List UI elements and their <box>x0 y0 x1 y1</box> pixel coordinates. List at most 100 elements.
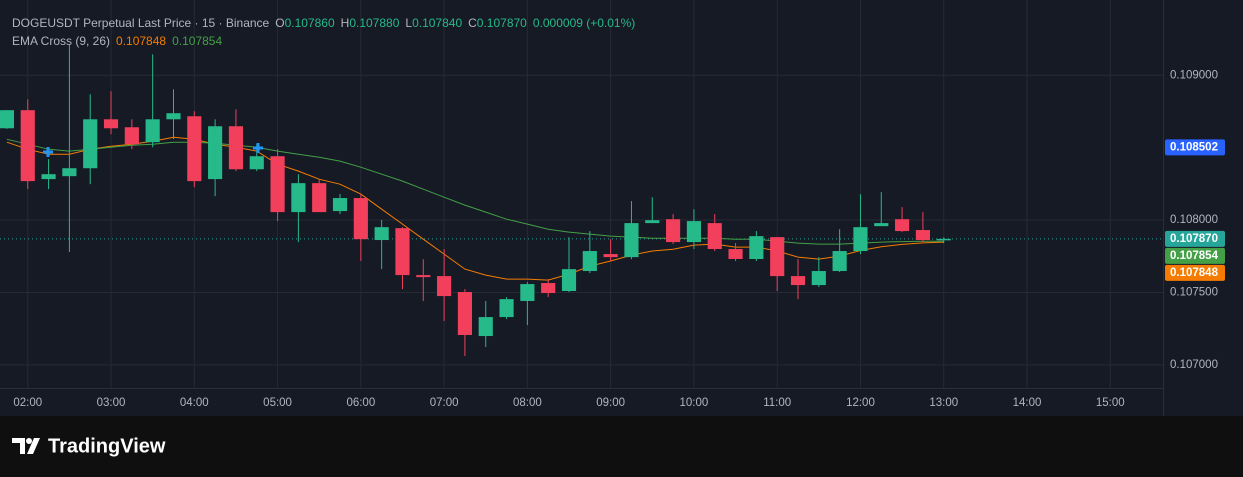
cross-marker <box>43 147 53 157</box>
ohlc-value: 0.107840 <box>412 16 462 30</box>
y-tick-label: 0.107500 <box>1170 286 1218 298</box>
logo-part <box>27 438 40 454</box>
price-tag: 0.107854 <box>1170 250 1219 262</box>
candle-body <box>353 198 368 240</box>
candle-body <box>624 223 639 258</box>
candle-body <box>145 119 160 143</box>
candle-body <box>291 183 306 213</box>
ohlc-value: 0.107860 <box>285 16 335 30</box>
candle-body <box>686 221 701 243</box>
candle-body <box>395 228 410 276</box>
candle-body <box>915 230 930 241</box>
candle-body <box>166 113 181 120</box>
ema-line <box>6 136 944 281</box>
logo-part <box>12 438 25 454</box>
y-tick-label: 0.108000 <box>1170 214 1218 226</box>
x-tick-label: 15:00 <box>1096 397 1125 409</box>
candle-body <box>499 299 514 318</box>
y-tick-label: 0.109000 <box>1170 69 1218 81</box>
candle-body <box>520 284 535 301</box>
crosshair-tag: 0.108502 <box>1170 141 1218 153</box>
candle-body <box>62 168 77 177</box>
candle-body <box>603 254 618 258</box>
indicator-value: 0.107854 <box>172 34 222 48</box>
legend-main: DOGEUSDT Perpetual Last Price · 15 · Bin… <box>12 16 635 30</box>
x-tick-label: 05:00 <box>263 397 292 409</box>
brand-logo <box>12 438 40 454</box>
candle-body <box>936 238 951 241</box>
candle-body <box>749 236 764 260</box>
candle-body <box>270 156 285 213</box>
candle-body <box>41 174 56 180</box>
ohlc-value: 0.107870 <box>477 16 527 30</box>
x-tick-label: 14:00 <box>1013 397 1042 409</box>
x-tick-label: 07:00 <box>430 397 459 409</box>
price-tag-box <box>1165 247 1225 264</box>
candle-body <box>457 292 473 336</box>
candle-body <box>249 156 264 170</box>
footer-background <box>0 416 1243 477</box>
candle-body <box>83 119 98 169</box>
x-tick-label: 03:00 <box>97 397 126 409</box>
plot <box>0 44 1163 357</box>
change-value: 0.000009 (+0.01%) <box>533 16 635 30</box>
candle-body <box>208 126 223 180</box>
candle-body <box>874 223 889 227</box>
candle-body <box>790 276 806 286</box>
candle-body <box>895 219 910 232</box>
x-tick-label: 06:00 <box>346 397 375 409</box>
candle-body <box>478 317 493 337</box>
candle-body <box>0 110 15 129</box>
candle-body <box>20 110 35 182</box>
indicator-name: EMA Cross (9, 26) <box>12 34 110 48</box>
candle-body <box>437 276 452 297</box>
candle-body <box>853 227 868 252</box>
ohlc-key: C <box>468 16 477 30</box>
symbol-title: DOGEUSDT Perpetual Last Price · 15 · Bin… <box>12 16 270 30</box>
x-tick-label: 13:00 <box>929 397 958 409</box>
logo-part <box>26 438 32 444</box>
ema-line <box>6 138 944 245</box>
candle-body <box>770 237 785 277</box>
ohlc-value: 0.107880 <box>349 16 399 30</box>
candle-body <box>666 219 681 243</box>
indicator-value: 0.107848 <box>116 34 166 48</box>
y-tick-label: 0.107000 <box>1170 359 1218 371</box>
x-tick-label: 11:00 <box>763 397 791 409</box>
brand-name: TradingView <box>48 435 166 457</box>
x-tick-label: 09:00 <box>596 397 625 409</box>
ohlc-key: L <box>405 16 412 30</box>
cross-marker <box>253 143 263 153</box>
x-tick-label: 12:00 <box>846 397 875 409</box>
candle-body <box>332 198 348 212</box>
x-tick-label: 02:00 <box>13 397 42 409</box>
candle-body <box>541 283 556 294</box>
candle-body <box>374 227 389 241</box>
axes: 0.107000 0.107500 0.108000 0.109000 02:00 03:… <box>13 69 1225 409</box>
candle-body <box>124 127 139 145</box>
candle-body <box>103 119 119 129</box>
candle-body <box>645 220 660 224</box>
price-tag: 0.107848 <box>1170 267 1219 279</box>
candle-body <box>707 223 722 250</box>
candle-body <box>728 249 743 260</box>
candle-body <box>582 251 597 272</box>
x-tick-label: 04:00 <box>180 397 209 409</box>
grid <box>0 0 1163 388</box>
candle-body <box>187 116 202 182</box>
ohlc-key: O <box>275 16 284 30</box>
price-tag-box <box>1165 230 1225 247</box>
chart-background <box>0 0 1243 416</box>
candle-body <box>312 183 327 213</box>
x-tick-label: 08:00 <box>513 397 542 409</box>
candle-body <box>561 269 577 291</box>
legend-indicator: EMA Cross (9, 26) 0.107848 0.107854 <box>12 34 222 48</box>
candle-body <box>416 275 431 278</box>
price-tag: 0.107870 <box>1170 233 1218 245</box>
crosshair-tag-box <box>1165 139 1225 156</box>
price-tag-box <box>1165 264 1225 281</box>
ohlc-key: H <box>341 16 350 30</box>
candle-body <box>811 271 826 286</box>
